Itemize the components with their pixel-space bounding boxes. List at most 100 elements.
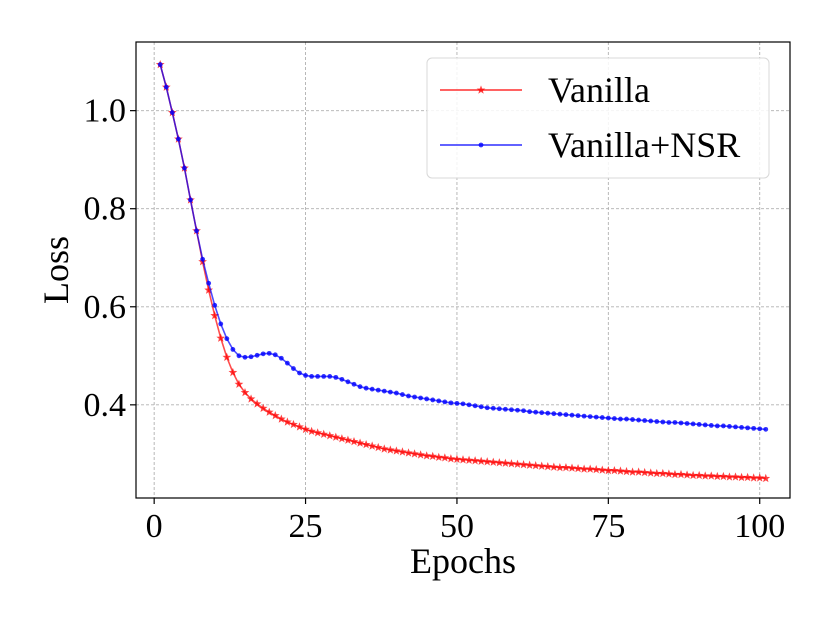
data-point-vanilla-nsr <box>660 419 666 425</box>
data-point-vanilla <box>392 446 401 455</box>
data-point-vanilla-nsr <box>315 374 321 379</box>
data-point-vanilla <box>367 441 377 450</box>
data-point-vanilla-nsr <box>333 374 339 380</box>
data-point-vanilla-nsr <box>702 422 708 428</box>
data-point-vanilla <box>694 470 704 480</box>
data-point-vanilla-nsr <box>351 381 357 387</box>
data-point-vanilla <box>210 311 220 320</box>
data-point-vanilla-nsr <box>448 400 454 406</box>
legend: Vanilla Vanilla+NSR <box>426 57 770 179</box>
data-point-vanilla <box>712 471 722 481</box>
data-point-vanilla-nsr <box>745 425 751 431</box>
data-point-vanilla <box>222 352 232 361</box>
data-point-vanilla <box>428 451 438 461</box>
data-point-vanilla-nsr <box>182 165 187 171</box>
data-point-vanilla-nsr <box>690 421 696 427</box>
data-point-vanilla <box>761 473 771 483</box>
data-point-vanilla <box>494 458 504 467</box>
data-point-vanilla <box>482 457 492 466</box>
data-point-vanilla-nsr <box>381 388 387 394</box>
data-point-vanilla-nsr <box>357 384 363 390</box>
data-point-vanilla <box>385 445 395 454</box>
data-point-vanilla <box>646 468 656 477</box>
data-point-vanilla-nsr <box>618 416 623 422</box>
data-point-vanilla-nsr <box>484 405 490 411</box>
data-point-vanilla-nsr <box>278 355 284 361</box>
data-point-vanilla-nsr <box>369 386 375 392</box>
data-point-vanilla <box>295 422 304 431</box>
data-point-vanilla-nsr <box>527 409 533 415</box>
data-point-vanilla-nsr <box>430 397 436 403</box>
legend-marker-vanilla-nsr <box>478 142 484 148</box>
data-point-vanilla-nsr <box>648 418 654 424</box>
data-point-vanilla <box>283 417 292 426</box>
data-point-vanilla-nsr <box>466 402 472 408</box>
data-point-vanilla <box>755 473 765 482</box>
data-point-vanilla <box>422 451 432 460</box>
data-point-vanilla <box>640 467 650 477</box>
data-point-vanilla-nsr <box>708 423 714 428</box>
data-point-vanilla <box>331 432 341 441</box>
data-point-vanilla <box>440 453 450 462</box>
data-point-vanilla <box>264 407 274 416</box>
data-point-vanilla-nsr <box>551 411 557 417</box>
data-point-vanilla-nsr <box>539 410 545 416</box>
data-point-vanilla-nsr <box>387 389 393 395</box>
data-point-vanilla <box>682 470 692 479</box>
data-point-vanilla <box>513 459 522 468</box>
legend-marker-vanilla <box>476 85 486 94</box>
plot-frame <box>135 41 791 499</box>
x-tick-label: 75 <box>591 508 625 545</box>
data-point-vanilla-nsr <box>557 411 563 417</box>
data-point-vanilla <box>561 463 571 472</box>
data-point-vanilla-nsr <box>642 418 648 423</box>
data-point-vanilla <box>700 471 710 480</box>
data-point-vanilla <box>719 471 728 481</box>
data-point-vanilla <box>610 465 619 475</box>
y-tick-label: 0.6 <box>84 289 127 326</box>
data-point-vanilla <box>531 461 541 470</box>
data-point-vanilla-nsr <box>757 426 763 432</box>
data-point-vanilla-nsr <box>236 353 242 359</box>
data-point-vanilla-nsr <box>266 350 272 356</box>
data-point-vanilla-nsr <box>297 370 302 376</box>
y-tick-label: 0.4 <box>84 387 127 424</box>
data-point-vanilla <box>507 459 516 468</box>
data-point-vanilla-nsr <box>418 395 424 401</box>
data-point-vanilla-nsr <box>478 404 484 410</box>
data-point-vanilla-nsr <box>460 401 466 407</box>
data-point-vanilla <box>398 447 407 456</box>
data-point-vanilla-nsr <box>563 412 569 418</box>
data-point-vanilla <box>234 379 244 388</box>
data-point-vanilla-nsr <box>194 228 199 234</box>
data-point-vanilla <box>313 428 323 437</box>
data-point-vanilla-nsr <box>569 412 575 418</box>
x-tick-label: 0 <box>146 508 163 545</box>
data-point-vanilla-nsr <box>720 423 726 429</box>
data-point-vanilla-nsr <box>424 396 430 402</box>
data-point-vanilla <box>628 467 637 476</box>
data-point-vanilla-nsr <box>666 420 672 425</box>
x-tick-label: 50 <box>440 508 474 545</box>
data-point-vanilla <box>488 457 498 466</box>
data-point-vanilla-nsr <box>545 410 551 416</box>
data-point-vanilla-nsr <box>206 280 212 286</box>
data-point-vanilla-nsr <box>393 390 399 396</box>
data-point-vanilla-nsr <box>345 379 351 385</box>
data-point-vanilla-nsr <box>593 414 599 420</box>
data-point-vanilla-nsr <box>624 416 629 422</box>
data-point-vanilla-nsr <box>442 399 448 405</box>
data-point-vanilla-nsr <box>284 360 290 366</box>
data-point-vanilla-nsr <box>763 426 769 432</box>
data-point-vanilla-nsr <box>521 408 526 414</box>
data-point-vanilla-nsr <box>672 420 678 425</box>
data-point-vanilla <box>731 472 740 481</box>
data-point-vanilla-nsr <box>599 415 605 420</box>
data-point-vanilla <box>501 458 510 467</box>
data-point-vanilla <box>204 285 214 294</box>
data-point-vanilla <box>519 460 528 469</box>
data-point-vanilla <box>555 463 565 472</box>
data-point-vanilla <box>416 450 425 459</box>
data-point-vanilla-nsr <box>490 405 496 411</box>
